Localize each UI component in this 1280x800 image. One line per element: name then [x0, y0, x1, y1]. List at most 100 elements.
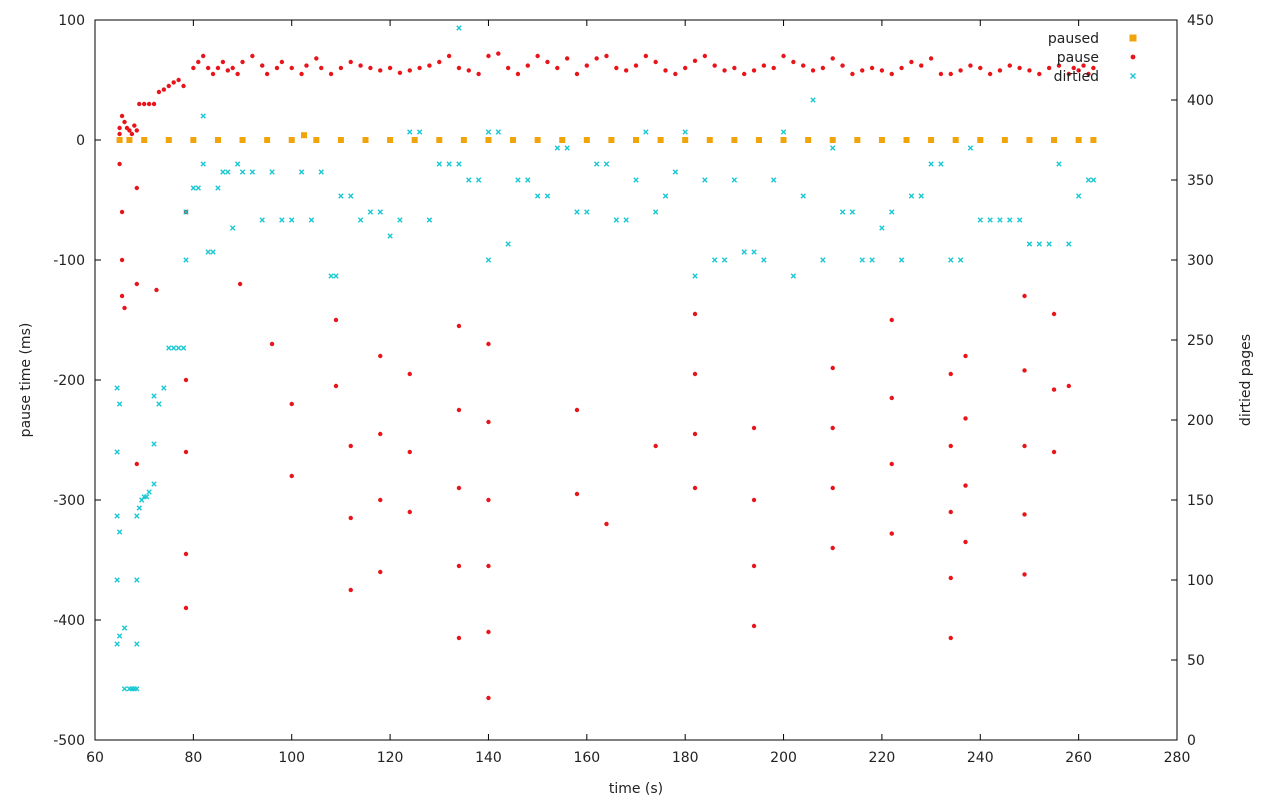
x-tick-label-7: 200	[770, 750, 797, 766]
y2-tick-label-8: 400	[1187, 93, 1214, 109]
point-pause-148	[830, 545, 835, 551]
point-paused-16	[460, 137, 467, 143]
point-dirtied-25	[156, 401, 162, 407]
point-pause-2	[117, 161, 122, 167]
point-pause-139	[781, 53, 786, 59]
point-dirtied-15	[134, 577, 140, 583]
point-pause-8	[122, 305, 127, 311]
point-pause-110	[594, 56, 599, 61]
point-dirtied-70	[475, 177, 482, 183]
point-dirtied-91	[672, 169, 679, 175]
plot-frame	[94, 19, 1178, 741]
point-dirtied-118	[938, 161, 944, 167]
point-dirtied-28	[170, 345, 177, 351]
point-pause-128	[712, 63, 717, 68]
point-pause-1	[117, 125, 122, 131]
point-paused-9	[301, 132, 308, 139]
point-dirtied-24	[151, 393, 157, 399]
point-pause-63	[348, 443, 353, 449]
point-dirtied-100	[761, 257, 767, 263]
point-paused-27	[731, 137, 738, 143]
x-tick-label-8: 220	[869, 750, 896, 766]
x-tick-label-2: 100	[278, 750, 305, 766]
point-dirtied-129	[1046, 241, 1052, 247]
point-paused-1	[126, 137, 133, 143]
point-dirtied-127	[1026, 241, 1033, 247]
series-dirtied	[114, 25, 1097, 692]
point-pause-78	[407, 509, 412, 515]
point-pause-198	[1086, 71, 1091, 77]
point-dirtied-81	[574, 209, 580, 215]
point-pause-182	[1022, 368, 1027, 373]
point-dirtied-113	[889, 209, 895, 215]
point-dirtied-9	[121, 625, 128, 631]
point-dirtied-67	[456, 161, 462, 167]
point-pause-90	[476, 71, 481, 77]
point-dirtied-84	[603, 161, 610, 167]
point-dirtied-89	[652, 209, 659, 215]
point-paused-15	[436, 137, 443, 143]
point-pause-190	[1051, 387, 1057, 392]
point-pause-154	[889, 71, 894, 77]
point-paused-37	[977, 137, 984, 143]
point-pause-34	[196, 59, 201, 65]
point-pause-157	[889, 461, 894, 467]
point-pause-183	[1022, 443, 1027, 449]
point-pause-155	[889, 317, 894, 323]
point-dirtied-36	[200, 113, 206, 119]
point-pause-104	[555, 65, 560, 71]
point-dirtied-94	[702, 177, 708, 183]
point-pause-102	[535, 53, 540, 59]
point-pause-164	[948, 71, 953, 77]
point-dirtied-29	[175, 345, 182, 351]
point-pause-64	[348, 515, 353, 521]
point-dirtied-106	[820, 257, 826, 263]
point-pause-107	[574, 407, 580, 413]
point-pause-103	[545, 59, 550, 65]
point-pause-80	[427, 63, 432, 68]
point-dirtied-130	[1056, 161, 1062, 167]
legend-swatch-pause	[1130, 54, 1136, 60]
y2-tick-label-2: 100	[1187, 573, 1214, 589]
x-tick-label-0: 60	[86, 750, 104, 766]
point-dirtied-124	[997, 217, 1003, 223]
point-dirtied-61	[397, 217, 403, 223]
point-pause-26	[176, 77, 181, 83]
point-dirtied-41	[225, 169, 231, 175]
point-dirtied-110	[859, 257, 865, 263]
legend: paused pause dirtied	[1048, 31, 1137, 85]
point-pause-156	[889, 395, 894, 401]
point-pause-124	[692, 371, 698, 377]
point-dirtied-3	[114, 449, 120, 455]
point-pause-96	[486, 629, 491, 635]
x-tick-label-3: 120	[377, 750, 404, 766]
point-pause-169	[948, 635, 953, 641]
point-dirtied-66	[446, 161, 452, 167]
point-dirtied-69	[466, 177, 472, 183]
point-pause-99	[505, 65, 511, 71]
point-dirtied-5	[116, 633, 123, 639]
point-pause-106	[574, 71, 580, 77]
point-dirtied-114	[898, 257, 905, 263]
point-paused-33	[878, 137, 885, 143]
point-pause-81	[437, 59, 442, 65]
point-dirtied-99	[751, 249, 757, 255]
point-dirtied-14	[134, 641, 140, 647]
point-paused-18	[510, 137, 517, 143]
point-pause-31	[183, 551, 189, 557]
point-dirtied-122	[977, 217, 983, 223]
point-pause-71	[378, 497, 383, 503]
point-pause-130	[732, 65, 737, 71]
point-pause-178	[997, 68, 1003, 73]
point-pause-177	[987, 71, 993, 77]
point-dirtied-46	[259, 217, 265, 223]
point-dirtied-88	[643, 129, 649, 135]
point-dirtied-78	[544, 193, 551, 199]
point-dirtied-73	[495, 129, 501, 135]
point-paused-8	[288, 137, 295, 143]
point-paused-7	[264, 137, 271, 143]
point-dirtied-58	[367, 209, 374, 215]
point-pause-181	[1022, 293, 1027, 299]
y2-tick-label-9: 450	[1187, 13, 1214, 29]
point-dirtied-85	[613, 217, 620, 223]
